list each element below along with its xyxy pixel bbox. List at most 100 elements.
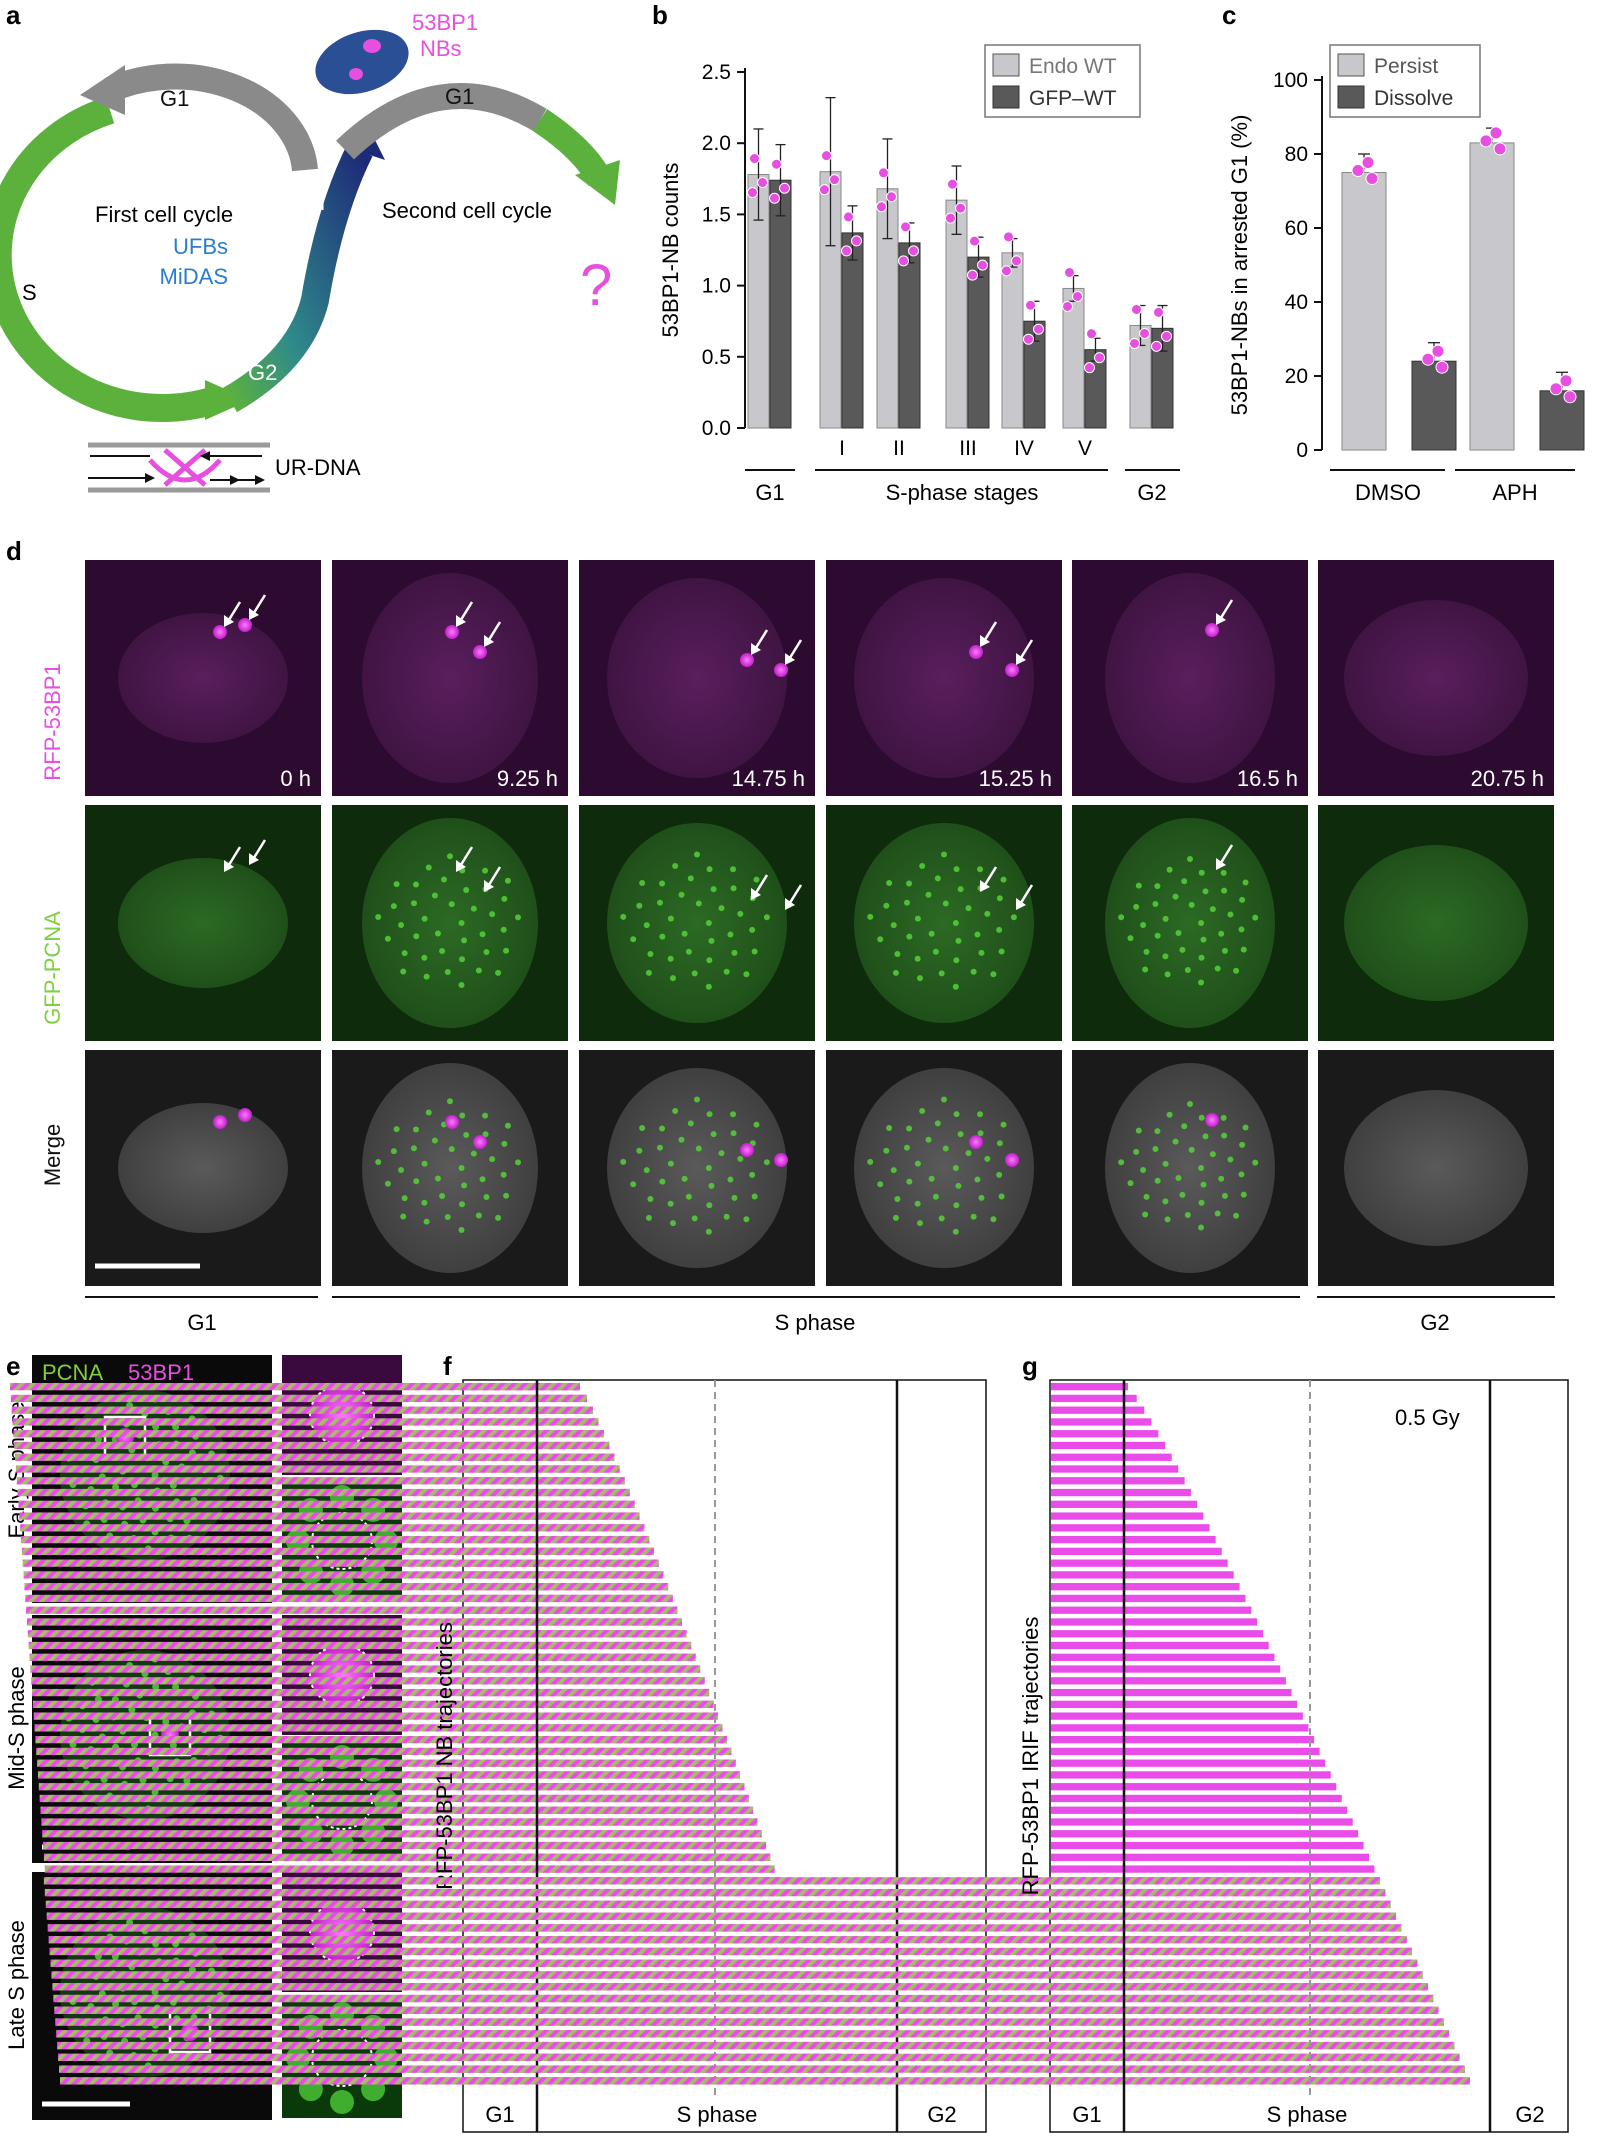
pcna-focus [421, 1199, 428, 1206]
pcna-focus [1162, 953, 1169, 960]
pcna-focus [708, 937, 715, 944]
trajectory-bar [1051, 1700, 1298, 1708]
replicate-dot-c [1421, 352, 1435, 366]
pcna-focus [1198, 979, 1205, 986]
row-label-merge: Merge [40, 1124, 65, 1186]
pcna-focus [667, 1200, 674, 1207]
pcna-focus [656, 899, 663, 906]
pcna-focus [984, 1155, 991, 1162]
pcna-focus [431, 1137, 438, 1144]
pcna-focus [458, 920, 465, 926]
pcna-focus [1209, 1151, 1216, 1158]
replicate-dot-b [1131, 303, 1142, 315]
pcna-focus [1239, 1141, 1246, 1148]
pcna-focus [906, 1178, 913, 1185]
replicate-dot-c [1479, 134, 1493, 148]
nucleus [607, 823, 787, 1023]
trajectory-hatch [43, 1877, 1380, 1885]
pcna-focus [934, 1120, 941, 1127]
trajectory-hatch [13, 1430, 604, 1438]
replicate-dot-b [1161, 330, 1172, 342]
pcna-focus [953, 957, 960, 964]
pcna-focus [925, 1136, 932, 1143]
legend-dissolve: Dissolve [1374, 87, 1453, 110]
pcna-focus [482, 1131, 489, 1138]
pcna-focus [643, 1167, 650, 1174]
pcna-focus [1152, 901, 1159, 908]
trajectory-bar [1051, 1430, 1159, 1438]
nb-focus [213, 625, 227, 639]
timepoint-label: 14.75 h [732, 766, 805, 791]
pcna-focus [636, 1147, 643, 1154]
pcna-focus [401, 950, 408, 957]
arrow-head [484, 635, 494, 647]
panel-b: b 0.0 0.5 1.0 1.5 2.0 2.5 53BP1-NB counts Endo… [652, 0, 1180, 505]
pcna-focus [1202, 1133, 1209, 1140]
pcna-focus [984, 910, 991, 917]
pcna-focus [970, 1213, 977, 1220]
pcna-focus [1118, 1159, 1125, 1166]
s-arc-arrowhead [205, 380, 250, 420]
nb-spot [349, 68, 363, 80]
nb-focus [1005, 663, 1019, 677]
phase-label-g1: G1 [187, 1310, 216, 1335]
pcna-focus [444, 1213, 451, 1220]
pcna-focus [906, 933, 913, 940]
pcna-focus [500, 926, 507, 933]
pcna-focus [977, 1111, 984, 1118]
g1-right-label: G1 [445, 84, 474, 109]
replicate-dot-b [1153, 306, 1164, 318]
pcna-focus [1242, 1124, 1249, 1131]
nb-focus [774, 663, 788, 677]
pcna-focus [672, 862, 679, 869]
replicate-dot-b [1003, 231, 1014, 243]
trajectory-hatch [21, 1547, 654, 1556]
pcna-focus [957, 886, 964, 893]
stage-label-iv: IV [1014, 437, 1034, 460]
row-label-rfp: RFP-53BP1 [40, 663, 65, 780]
pcna-focus [479, 931, 486, 938]
nb-focus [1205, 1113, 1219, 1127]
trajectory-bar [1051, 1453, 1172, 1461]
pcna-focus [1240, 946, 1247, 953]
pcna-focus [710, 886, 717, 893]
pcna-focus [928, 1175, 935, 1182]
pcna-focus [1218, 930, 1225, 937]
pcna-focus [718, 905, 725, 912]
pcna-focus [1164, 1216, 1171, 1223]
trajectory-hatch [27, 1630, 687, 1638]
nb-focus [213, 1115, 227, 1129]
replicate-dot-b [1001, 265, 1012, 277]
panel-letter-b: b [652, 0, 668, 30]
g1-left-label: G1 [160, 86, 189, 111]
pcna-focus [883, 1147, 890, 1154]
first-cycle-label: First cell cycle [95, 202, 233, 227]
pcna-focus [996, 926, 1003, 933]
pcna-focus [890, 922, 897, 929]
pcna-focus [914, 1200, 921, 1207]
pcna-focus [955, 937, 962, 944]
pcna-focus [504, 877, 511, 884]
pcna-focus [463, 887, 470, 894]
pcna-focus [710, 1131, 717, 1138]
trajectory-hatch [36, 1747, 732, 1756]
pcna-focus [978, 949, 985, 956]
pcna-focus [894, 950, 901, 957]
pcna-focus [1200, 1181, 1207, 1188]
pcna-focus [1242, 879, 1249, 886]
phase-label-g2: G2 [1420, 1310, 1449, 1335]
pcna-focus [447, 1098, 453, 1105]
trajectory-hatch [42, 1830, 762, 1838]
pcna-focus [1164, 971, 1171, 978]
arrow-head [1016, 898, 1026, 910]
y-tick-label-b: 0.0 [702, 417, 731, 440]
pcna-focus [903, 1144, 910, 1151]
nucleus [1344, 845, 1528, 1001]
pcna-focus [434, 1175, 441, 1182]
group-label-dmso: DMSO [1355, 480, 1421, 505]
pcna-focus [737, 1155, 744, 1162]
pcna-focus [1198, 954, 1205, 961]
trajectory-hatch [43, 1853, 771, 1861]
pcna-focus [867, 913, 874, 920]
